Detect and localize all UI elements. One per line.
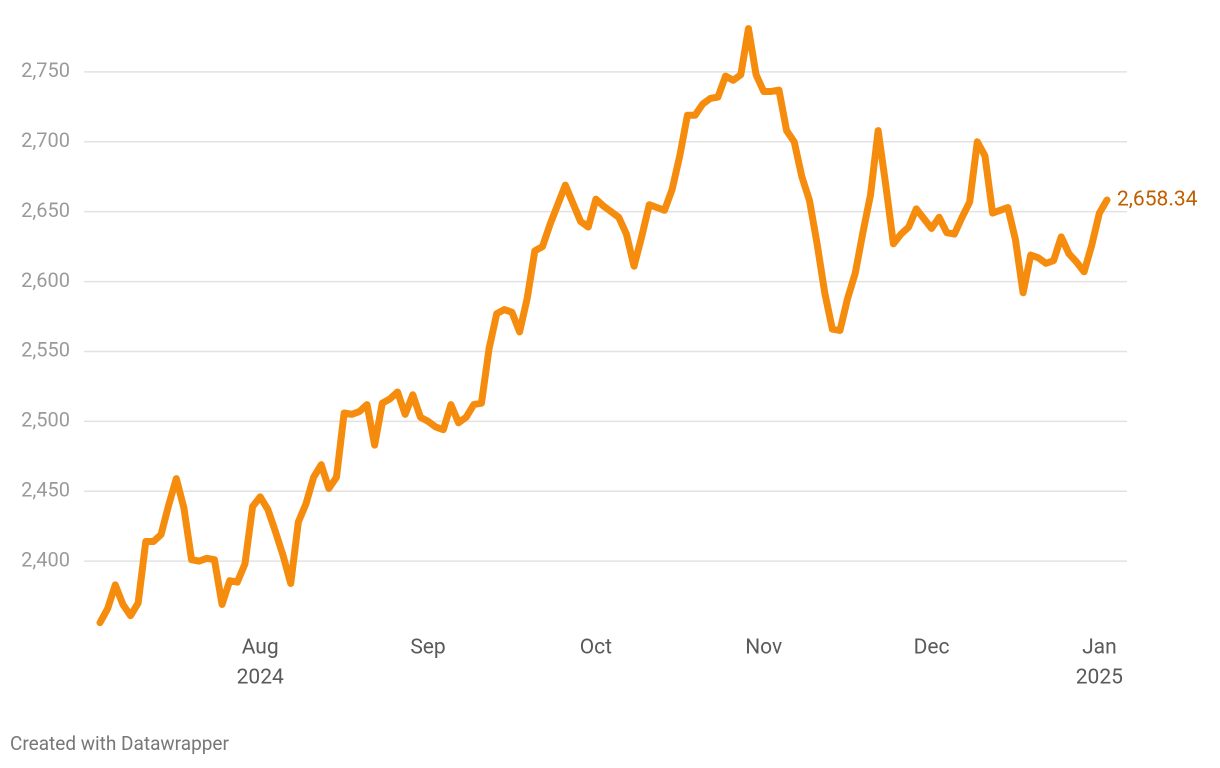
y-tick-label: 2,600 — [21, 268, 70, 292]
x-tick-label: Sep — [410, 636, 445, 660]
line — [96, 25, 1111, 627]
credit: Created with Datawrapper — [10, 732, 229, 755]
y-tick-label: 2,550 — [21, 338, 70, 362]
x-tick-label: Aug — [242, 636, 279, 660]
y-tick-label: 2,700 — [21, 128, 70, 152]
x-tick-label: Oct — [580, 636, 612, 660]
x-tick-year: 2024 — [237, 666, 284, 690]
marks: 2,658.34 — [96, 25, 1198, 627]
x-tick-label: Jan — [1082, 636, 1117, 660]
y-tick-label: 2,400 — [21, 547, 70, 571]
y-tick-label: 2,450 — [21, 478, 70, 502]
end-value-label: 2,658.34 — [1117, 188, 1198, 212]
x-tick-label: Dec — [914, 636, 950, 660]
x-tick-year: 2025 — [1076, 666, 1123, 690]
y-tick-label: 2,500 — [21, 408, 70, 432]
axes: 2,400 2,450 2,500 2,550 2,600 2,650 2,700 2,750… — [21, 58, 1123, 689]
x-tick-label: Nov — [745, 636, 782, 660]
grid — [84, 71, 1127, 562]
y-tick-label: 2,650 — [21, 198, 70, 222]
y-tick-label: 2,750 — [21, 58, 70, 82]
